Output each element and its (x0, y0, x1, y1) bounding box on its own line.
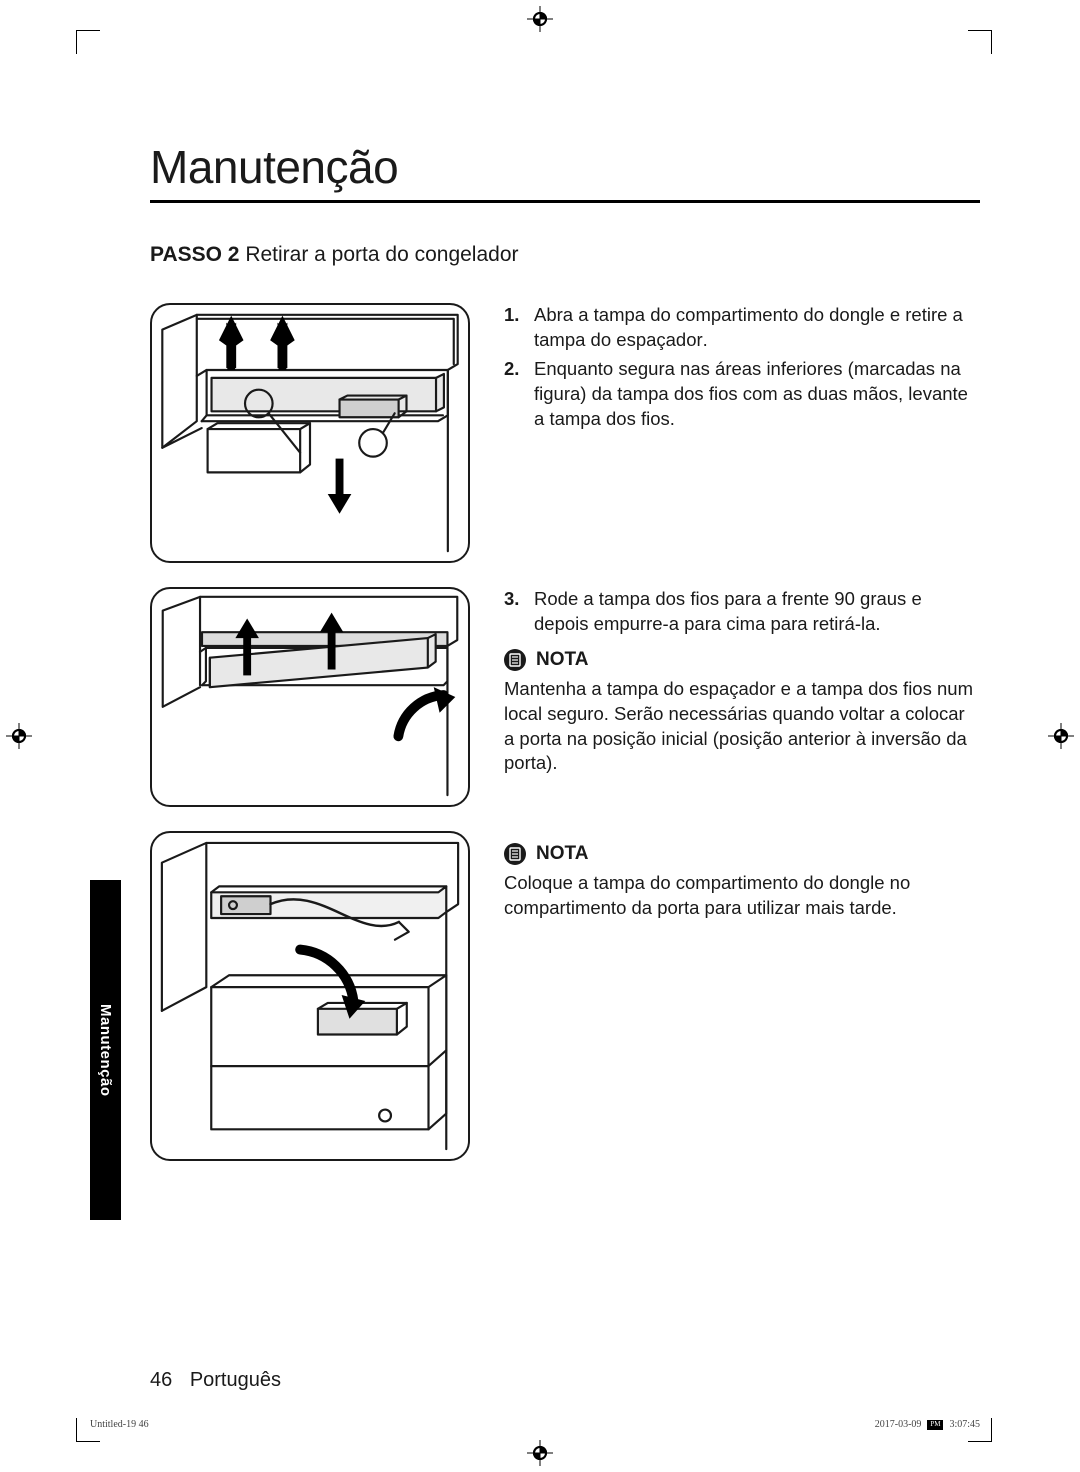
text-block-3: NOTA Coloque a tampa do compartimento do… (504, 831, 980, 921)
footer-language: Português (190, 1369, 281, 1391)
note-icon (504, 649, 526, 671)
content-row-1: 1.Abra a tampa do compartimento do dongl… (150, 303, 980, 563)
page-number: 46 (150, 1369, 172, 1391)
nota-heading-2: NOTA (504, 841, 980, 867)
page-footer: 46 Português (150, 1369, 281, 1392)
registration-mark-bottom (526, 1439, 554, 1467)
page: Manutenção PASSO 2 Retirar a porta do co… (0, 0, 1080, 1472)
list-item: 3.Rode a tampa dos fios para a frente 90… (504, 587, 980, 637)
content-row-2: 3.Rode a tampa dos fios para a frente 90… (150, 587, 980, 807)
instruction-list-2: 3.Rode a tampa dos fios para a frente 90… (504, 587, 980, 637)
content-row-3: NOTA Coloque a tampa do compartimento do… (150, 831, 980, 1161)
note-icon (504, 843, 526, 865)
nota-label: NOTA (536, 841, 588, 867)
registration-mark-left (5, 722, 33, 750)
figure-1 (150, 303, 470, 563)
text-block-2: 3.Rode a tampa dos fios para a frente 90… (504, 587, 980, 776)
figure-2 (150, 587, 470, 807)
list-item: 1.Abra a tampa do compartimento do dongl… (504, 303, 980, 353)
nota-heading-1: NOTA (504, 647, 980, 673)
figure-3 (150, 831, 470, 1161)
crop-mark-tr (968, 30, 992, 54)
list-item: 2.Enquanto segura nas áreas inferiores (… (504, 357, 980, 432)
text-block-1: 1.Abra a tampa do compartimento do dongl… (504, 303, 980, 436)
instruction-list-1: 1.Abra a tampa do compartimento do dongl… (504, 303, 980, 432)
registration-mark-top (526, 5, 554, 33)
step-title: Retirar a porta do congelador (245, 243, 518, 266)
slug-left: Untitled-19 46 (90, 1419, 149, 1430)
chapter-title: Manutenção (150, 140, 980, 203)
step-heading: PASSO 2 Retirar a porta do congelador (150, 243, 980, 267)
ampm-icon: PM (927, 1420, 943, 1430)
slug-right: 2017-03-09 PM 3:07:45 (875, 1419, 980, 1430)
nota-label: NOTA (536, 647, 588, 673)
nota-text-1: Mantenha a tampa do espaçador e a tampa … (504, 677, 980, 777)
crop-mark-tl (76, 30, 100, 54)
step-label: PASSO 2 (150, 243, 239, 266)
nota-text-2: Coloque a tampa do compartimento do dong… (504, 871, 980, 921)
side-tab: Manutenção (90, 880, 121, 1220)
registration-mark-right (1047, 722, 1075, 750)
